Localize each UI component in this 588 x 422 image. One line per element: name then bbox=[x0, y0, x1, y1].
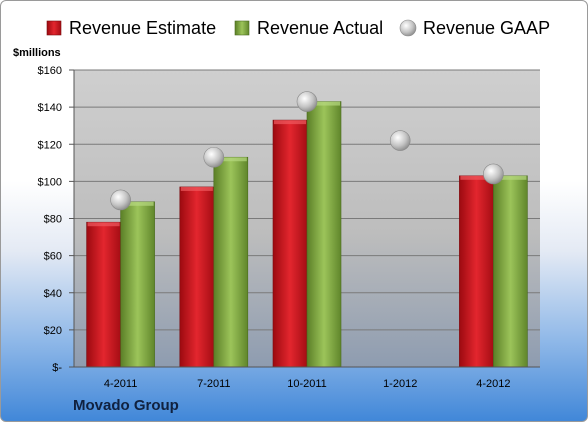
x-tick-label: 4-2012 bbox=[476, 378, 510, 390]
y-axis: $- $20 $40 $60 $80 $100 $120 $140 $160 bbox=[38, 65, 75, 374]
bar-revenue-actual bbox=[306, 101, 342, 368]
gaap-markers bbox=[110, 91, 504, 211]
marker-revenue-gaap bbox=[110, 189, 131, 211]
bar-top-highlight bbox=[87, 222, 120, 227]
bar-revenue-estimate bbox=[459, 175, 494, 368]
y-tick-label: $60 bbox=[44, 251, 62, 263]
legend-label: Revenue Actual bbox=[257, 18, 383, 38]
bar-top-highlight bbox=[180, 186, 213, 191]
y-tick-label: $80 bbox=[44, 214, 62, 226]
y-tick-label: $40 bbox=[44, 288, 62, 300]
legend-swatch bbox=[399, 19, 417, 37]
x-tick-label: 4-2011 bbox=[104, 378, 137, 390]
bar-revenue-actual bbox=[120, 201, 155, 368]
legend-swatch bbox=[234, 20, 250, 36]
bar-top-highlight bbox=[308, 101, 340, 106]
marker-revenue-gaap bbox=[389, 130, 411, 151]
y-tick-label: $100 bbox=[38, 176, 62, 188]
bar-revenue-estimate bbox=[86, 221, 121, 368]
legend-label: Revenue Estimate bbox=[69, 18, 216, 38]
bar-revenue-actual bbox=[493, 175, 528, 368]
marker-revenue-gaap bbox=[483, 163, 504, 185]
company-name: Movado Group bbox=[73, 397, 179, 414]
legend: Revenue Estimate Revenue Actual Revenue GA… bbox=[46, 18, 550, 38]
bar-revenue-estimate bbox=[272, 119, 308, 368]
bar-top-highlight bbox=[494, 175, 527, 180]
bars bbox=[86, 101, 528, 368]
x-tick-label: 10-2011 bbox=[287, 378, 327, 390]
bar-top-highlight bbox=[121, 201, 154, 206]
x-tick-label: 7-2011 bbox=[197, 378, 230, 390]
y-unit-label: $millions bbox=[13, 47, 61, 59]
x-axis: 4-2011 7-2011 10-2011 1-2012 4-2012 bbox=[74, 366, 540, 390]
y-tick-label: $120 bbox=[38, 139, 62, 151]
y-tick-label: $160 bbox=[38, 65, 62, 77]
bar-revenue-actual bbox=[213, 156, 249, 368]
bar-revenue-estimate bbox=[179, 186, 215, 368]
y-tick-label: $- bbox=[52, 362, 62, 374]
legend-swatch bbox=[46, 20, 62, 36]
x-tick-label: 1-2012 bbox=[383, 378, 417, 390]
bar-top-highlight bbox=[274, 120, 306, 125]
marker-revenue-gaap bbox=[296, 91, 318, 112]
y-tick-label: $140 bbox=[38, 102, 62, 114]
marker-revenue-gaap bbox=[203, 146, 225, 168]
legend-label: Revenue GAAP bbox=[423, 18, 550, 38]
y-tick-label: $20 bbox=[44, 325, 62, 337]
bar-top-highlight bbox=[460, 175, 493, 180]
bar-top-highlight bbox=[214, 157, 247, 162]
